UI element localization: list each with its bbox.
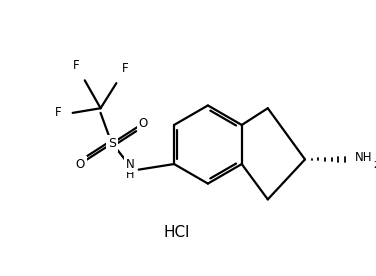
Text: NH: NH <box>355 151 373 164</box>
Text: 2: 2 <box>374 161 376 170</box>
Text: F: F <box>73 59 80 72</box>
Text: S: S <box>108 137 116 150</box>
Text: HCl: HCl <box>163 225 190 240</box>
Text: O: O <box>139 117 148 130</box>
Text: F: F <box>55 106 61 120</box>
Text: F: F <box>121 62 128 75</box>
Text: N: N <box>126 158 135 171</box>
Text: O: O <box>76 158 85 171</box>
Text: H: H <box>126 170 135 180</box>
